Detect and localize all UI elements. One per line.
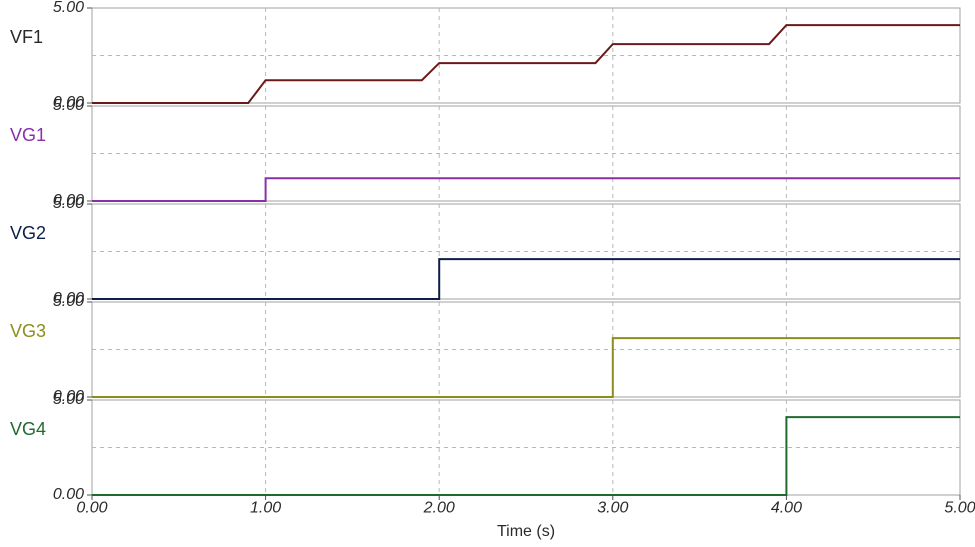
x-tick-label: 4.00: [771, 499, 802, 516]
y-tick-label: 5.00: [53, 293, 84, 310]
x-tick-label: 1.00: [250, 499, 281, 516]
series-label-vg4: VG4: [10, 419, 46, 439]
y-tick-label: 5.00: [53, 195, 84, 212]
panel-vg3: 0.005.00VG3: [10, 293, 960, 405]
y-tick-label: 5.00: [53, 0, 84, 16]
x-tick-label: 5.00: [944, 499, 975, 516]
panel-vg4: 0.005.00VG4: [10, 391, 960, 503]
y-tick-label: 5.00: [53, 391, 84, 408]
series-label-vg2: VG2: [10, 223, 46, 243]
series-label-vf1: VF1: [10, 27, 43, 47]
y-tick-label: 5.00: [53, 97, 84, 114]
series-label-vg1: VG1: [10, 125, 46, 145]
x-tick-label: 3.00: [597, 499, 628, 516]
series-label-vg3: VG3: [10, 321, 46, 341]
panel-vg1: 0.005.00VG1: [10, 97, 960, 209]
x-axis: 0.00 1.00 2.00 3.00 4.00 5.00: [76, 495, 975, 516]
figure-stage: 0.005.00VF10.005.00VG10.005.00VG20.005.0…: [0, 0, 975, 547]
x-axis-title: Time (s): [497, 523, 555, 540]
panel-vf1: 0.005.00VF1: [10, 0, 960, 111]
panel-vg2: 0.005.00VG2: [10, 195, 960, 307]
figure-svg: 0.005.00VF10.005.00VG10.005.00VG20.005.0…: [0, 0, 975, 547]
x-tick-label: 2.00: [423, 499, 455, 516]
x-tick-label: 0.00: [76, 499, 107, 516]
